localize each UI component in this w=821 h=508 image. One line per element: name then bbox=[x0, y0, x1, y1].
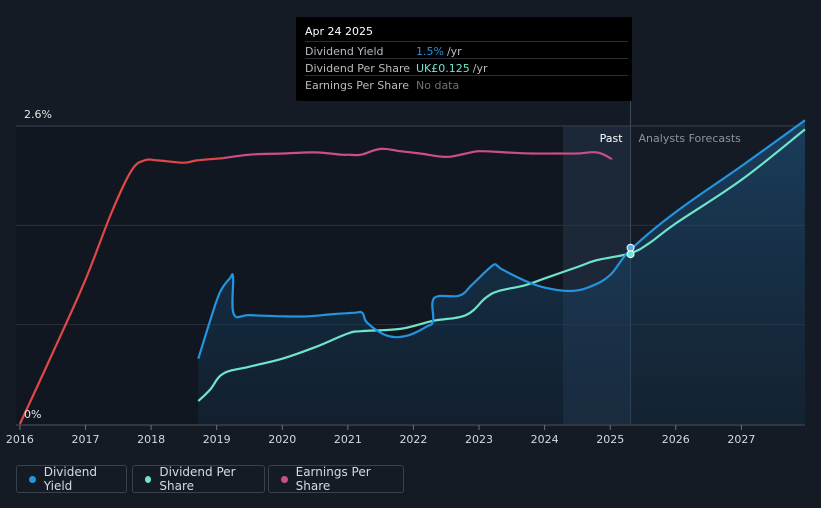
earnings-per-share-line-early bbox=[18, 157, 224, 425]
legend-label: Dividend Per Share bbox=[159, 465, 236, 493]
earnings-per-share-line bbox=[223, 147, 613, 161]
tooltip-row-dividend-per-share: Dividend Per Share UK£0.125/yr bbox=[305, 58, 628, 76]
legend-label: Dividend Yield bbox=[43, 465, 97, 493]
legend-item-dividend-per-share[interactable]: Dividend Per Share bbox=[132, 465, 265, 493]
tooltip-label: Dividend Per Share bbox=[305, 62, 411, 75]
tooltip-label: Earnings Per Share bbox=[305, 79, 410, 92]
x-tick-label: 2022 bbox=[399, 433, 427, 446]
x-tick-label: 2018 bbox=[137, 433, 165, 446]
legend-item-dividend-yield[interactable]: Dividend Yield bbox=[16, 465, 127, 493]
x-tick-label: 2019 bbox=[203, 433, 231, 446]
hover-tooltip: Apr 24 2025 Dividend Yield 1.5%/yr Divid… bbox=[296, 17, 632, 101]
tooltip-value: UK£0.125 bbox=[416, 62, 470, 75]
forecast-label: Analysts Forecasts bbox=[639, 132, 742, 145]
tooltip-row-earnings-per-share: Earnings Per Share No data bbox=[305, 75, 628, 93]
x-tick-label: 2026 bbox=[662, 433, 690, 446]
x-tick-label: 2025 bbox=[596, 433, 624, 446]
tooltip-date: Apr 24 2025 bbox=[305, 25, 374, 38]
tooltip-unit: /yr bbox=[446, 45, 462, 58]
x-tick-label: 2024 bbox=[531, 433, 559, 446]
dividend-yield-line bbox=[197, 119, 806, 360]
tooltip-unit: /yr bbox=[472, 62, 488, 75]
dividend-yield-area bbox=[198, 120, 806, 425]
x-tick-label: 2023 bbox=[465, 433, 493, 446]
tooltip-row-dividend-yield: Dividend Yield 1.5%/yr bbox=[305, 41, 628, 59]
y-tick-label-top: 2.6% bbox=[24, 108, 52, 121]
legend-dot-icon bbox=[281, 475, 288, 483]
dividend-per-share-marker bbox=[626, 250, 635, 259]
tooltip-label: Dividend Yield bbox=[305, 45, 384, 58]
y-tick-label-bottom: 0% bbox=[24, 408, 41, 421]
x-tick-label: 2017 bbox=[72, 433, 100, 446]
x-tick-label: 2027 bbox=[727, 433, 755, 446]
x-tick-label: 2021 bbox=[334, 433, 362, 446]
tooltip-value: No data bbox=[416, 79, 460, 92]
past-label: Past bbox=[600, 132, 624, 145]
legend-label: Earnings Per Share bbox=[295, 465, 371, 493]
tooltip-value: 1.5% bbox=[416, 45, 444, 58]
legend-item-earnings-per-share[interactable]: Earnings Per Share bbox=[268, 465, 404, 493]
x-tick-label: 2020 bbox=[268, 433, 296, 446]
legend-dot-icon bbox=[145, 475, 152, 483]
x-tick-label: 2016 bbox=[6, 433, 34, 446]
dividend-per-share-line bbox=[197, 128, 806, 402]
legend-dot-icon bbox=[29, 475, 36, 483]
